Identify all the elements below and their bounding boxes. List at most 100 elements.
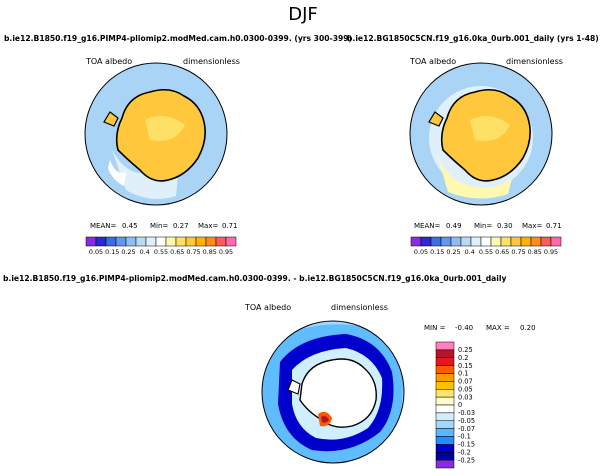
panel-left-colorbar-box-7	[155, 236, 167, 247]
panel-left-colorbar-box-1	[95, 236, 107, 247]
panel-left-colorbar-tick-label: 0.4	[140, 248, 150, 256]
panel-left-colorbar: 0.05 0.15 0.25 0.4 0.55 0.65 0.75 0.85 0.95	[85, 236, 237, 256]
panel-left-colorbar-box-10	[185, 236, 197, 247]
panel-left-colorbar-box-9	[175, 236, 187, 247]
panel-right-min-value: 0.30	[497, 222, 513, 230]
panel-right-max-label: Max=	[522, 222, 542, 230]
panel-right-colorbar-tick-label: 0.85	[528, 248, 542, 256]
panel-diff-max-label: MAX =	[486, 324, 510, 332]
panel-right-colorbar-box-14	[550, 236, 562, 247]
panel-right-colorbar-box-10	[510, 236, 522, 247]
panel-right-units-label: dimensionless	[506, 57, 563, 66]
panel-left-colorbar-tick-label: 0.25	[121, 248, 135, 256]
panel-right-map	[410, 63, 552, 205]
panel-diff-colorbar-box-10	[435, 420, 455, 429]
panel-left-colorbar-tick-label: 0.55	[154, 248, 168, 256]
panel-diff-colorbar-box-12	[435, 436, 455, 445]
panel-diff-colorbar-box-11	[435, 428, 455, 437]
panel-left-colorbar-box-11	[195, 236, 207, 247]
panel-diff-colorbar-box-3	[435, 365, 455, 374]
panel-diff-colorbar-box-0	[435, 341, 455, 351]
panel-right-variable-label: TOA albedo	[409, 57, 456, 66]
panel-right-colorbar: 0.05 0.15 0.25 0.4 0.55 0.65 0.75 0.85 0.95	[410, 236, 562, 256]
panel-right-colorbar-tick-label: 0.75	[511, 248, 525, 256]
page-title: DJF	[288, 4, 318, 25]
panel-diff-colorbar-tick-label: 0.07	[458, 378, 473, 386]
panel-left-mean-value: 0.45	[122, 222, 138, 230]
panel-right-colorbar-box-9	[500, 236, 512, 247]
panel-diff-units-label: dimensionless	[331, 303, 388, 312]
panel-diff-colorbar-box-6	[435, 389, 455, 398]
panel-diff-colorbar-box-1	[435, 349, 455, 358]
panel-left-colorbar-box-2	[105, 236, 117, 247]
panel-right-colorbar-box-2	[430, 236, 442, 247]
panel-diff-min-value: -0.40	[455, 324, 473, 332]
panel-right-colorbar-tick-label: 0.15	[430, 248, 444, 256]
panel-diff-colorbar-box-9	[435, 412, 455, 421]
panel-right-colorbar-box-5	[460, 236, 472, 247]
panel-diff-variable-label: TOA albedo	[244, 303, 291, 312]
panel-diff-colorbar-tick-label: 0.03	[458, 393, 473, 401]
panel-diff-colorbar-tick-label: 0.1	[458, 370, 469, 378]
panel-diff-colorbar-tick-label: -0.1	[458, 433, 471, 441]
panel-right-case-title: b.ie12.BG1850C5CN.f19_g16.0ka_0urb.001_d…	[347, 34, 599, 43]
panel-diff-colorbar-box-4	[435, 373, 455, 382]
panel-left-colorbar-tick-label: 0.65	[170, 248, 184, 256]
panel-diff-colorbar-tick-label: -0.25	[458, 456, 475, 464]
panel-left-min-label: Min=	[150, 222, 168, 230]
panel-diff-colorbar-box-7	[435, 396, 455, 406]
panel-left-max-value: 0.71	[222, 222, 238, 230]
panel-right-colorbar-box-1	[420, 236, 432, 247]
panel-left-map	[85, 63, 227, 205]
panel-left-max-label: Max=	[198, 222, 218, 230]
panel-right-mean-value: 0.49	[446, 222, 462, 230]
panel-right-colorbar-tick-label: 0.65	[495, 248, 509, 256]
panel-right-min-label: Min=	[474, 222, 492, 230]
panel-diff-colorbar-box-15	[435, 459, 455, 469]
panel-right-colorbar-box-3	[440, 236, 452, 247]
panel-left-colorbar-box-4	[125, 236, 137, 247]
panel-right-colorbar-box-4	[450, 236, 462, 247]
panel-right-colorbar-tick-label: 0.95	[544, 248, 558, 256]
panel-right-colorbar-box-6	[470, 236, 482, 247]
panel-right-colorbar-tick-label: 0.25	[446, 248, 460, 256]
panel-left-colorbar-box-8	[165, 236, 177, 247]
panel-diff-colorbar-tick-label: 0	[458, 401, 462, 409]
panel-right-colorbar-box-0	[410, 236, 422, 247]
panel-diff-colorbar-box-13	[435, 444, 455, 453]
panel-diff: b.ie12.B1850.f19_g16.PIMP4-pliomip2.modM…	[3, 274, 536, 469]
panel-left: b.ie12.B1850.f19_g16.PIMP4-pliomip2.modM…	[4, 34, 352, 256]
panel-right-colorbar-box-8	[490, 236, 502, 247]
panel-diff-colorbar-tick-label: -0.05	[458, 417, 475, 425]
panel-diff-max-value: 0.20	[520, 324, 536, 332]
panel-left-colorbar-box-5	[135, 236, 147, 247]
panel-left-colorbar-box-6	[145, 236, 157, 247]
panel-left-colorbar-tick-label: 0.85	[203, 248, 217, 256]
panel-left-variable-label: TOA albedo	[85, 57, 132, 66]
panel-diff-colorbar-tick-label: 0.05	[458, 385, 473, 393]
panel-right: b.ie12.BG1850C5CN.f19_g16.0ka_0urb.001_d…	[347, 34, 599, 256]
panel-left-colorbar-box-14	[225, 236, 237, 247]
panel-diff-colorbar-box-8	[435, 404, 455, 414]
panel-diff-colorbar-tick-label: 0.15	[458, 362, 473, 370]
panel-diff-colorbar-box-14	[435, 452, 455, 461]
panel-left-mean-label: MEAN=	[90, 222, 116, 230]
panel-left-case-title: b.ie12.B1850.f19_g16.PIMP4-pliomip2.modM…	[4, 34, 352, 43]
panel-diff-colorbar: 0.250.20.150.10.070.050.030-0.03-0.05-0.…	[435, 341, 475, 469]
panel-diff-min-label: MIN =	[424, 324, 446, 332]
panel-left-units-label: dimensionless	[183, 57, 240, 66]
panel-right-colorbar-box-7	[480, 236, 492, 247]
panel-diff-colorbar-tick-label: -0.03	[458, 409, 475, 417]
panel-right-mean-label: MEAN=	[414, 222, 440, 230]
panel-diff-colorbar-tick-label: 0.2	[458, 354, 469, 362]
panel-left-colorbar-tick-label: 0.05	[89, 248, 103, 256]
panel-diff-map	[262, 321, 404, 463]
panel-diff-colorbar-box-2	[435, 357, 455, 366]
panel-left-colorbar-box-0	[85, 236, 97, 247]
panel-left-colorbar-box-12	[205, 236, 217, 247]
panel-diff-colorbar-tick-label: -0.15	[458, 441, 475, 449]
panel-left-colorbar-tick-label: 0.75	[186, 248, 200, 256]
panel-diff-colorbar-tick-label: -0.2	[458, 448, 471, 456]
panel-left-colorbar-tick-label: 0.95	[219, 248, 233, 256]
